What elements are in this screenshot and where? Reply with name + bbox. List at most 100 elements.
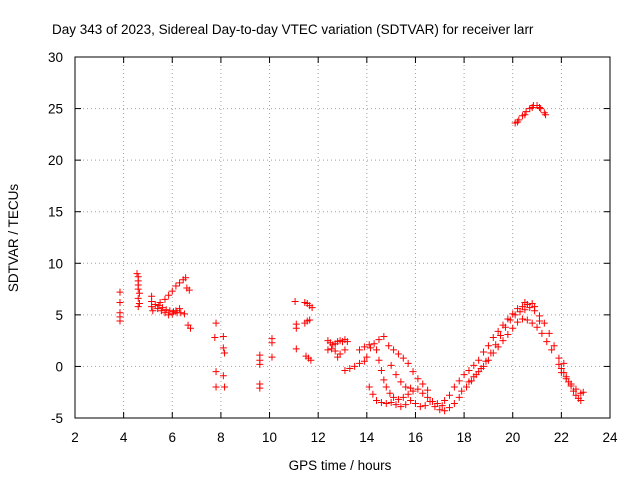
data-point [375, 336, 383, 344]
data-point [414, 375, 422, 383]
y-tick-label: 0 [55, 359, 63, 374]
data-point [334, 353, 342, 361]
data-point [256, 384, 264, 392]
data-point [521, 111, 529, 119]
data-point [268, 339, 276, 347]
y-tick-label: 25 [48, 102, 63, 117]
data-point [475, 356, 483, 364]
data-point [572, 385, 580, 393]
data-point [187, 324, 195, 332]
data-point [470, 361, 478, 369]
data-point [421, 402, 429, 410]
data-point [492, 341, 500, 349]
data-point [168, 310, 176, 318]
data-point [424, 386, 432, 394]
data-point [399, 393, 407, 401]
data-point [306, 316, 314, 324]
data-point [177, 309, 185, 317]
data-point [550, 342, 558, 350]
data-point [424, 393, 432, 401]
data-point [465, 367, 473, 375]
data-point [484, 342, 492, 350]
data-point [441, 396, 449, 404]
y-tick-label: 5 [55, 308, 63, 323]
data-point [176, 279, 184, 287]
data-point [268, 353, 276, 361]
data-point [356, 346, 364, 354]
x-tick-label: 18 [457, 430, 472, 445]
data-point [482, 357, 490, 365]
data-point [219, 333, 227, 341]
data-point [397, 378, 405, 386]
data-point [256, 360, 264, 368]
data-point [480, 348, 488, 356]
x-axis-label: GPS time / hours [289, 458, 392, 473]
data-point [135, 289, 143, 297]
data-point [360, 343, 368, 351]
data-point [360, 357, 368, 365]
data-point [560, 359, 568, 367]
data-point [557, 369, 565, 377]
data-point [212, 319, 220, 327]
data-point [431, 403, 439, 411]
x-tick-label: 16 [408, 430, 423, 445]
data-point [221, 349, 229, 357]
data-point [134, 303, 142, 311]
data-point [157, 307, 165, 315]
data-point [562, 375, 570, 383]
x-tick-label: 12 [311, 430, 326, 445]
data-point [394, 395, 402, 403]
data-point [156, 298, 164, 306]
data-point [116, 288, 124, 296]
x-tick-label: 8 [217, 430, 225, 445]
data-point [370, 340, 378, 348]
data-point [219, 372, 227, 380]
data-point [154, 305, 162, 313]
x-tick-label: 10 [262, 430, 277, 445]
data-point [518, 315, 526, 323]
data-point [219, 344, 227, 352]
data-point [351, 362, 359, 370]
data-point [369, 390, 377, 398]
data-point [450, 400, 458, 408]
y-tick-label: 30 [48, 50, 63, 65]
data-point [380, 376, 388, 384]
data-point [159, 304, 167, 312]
data-point [514, 118, 522, 126]
data-point [426, 397, 434, 405]
data-point [399, 354, 407, 362]
data-point [509, 324, 517, 332]
data-point [542, 111, 550, 119]
data-point [535, 104, 543, 112]
data-point [185, 286, 193, 294]
data-point [172, 307, 180, 315]
y-tick-label: 15 [48, 205, 63, 220]
data-point [458, 387, 466, 395]
data-point [134, 294, 142, 302]
y-tick-label: -5 [51, 411, 63, 426]
data-point [116, 317, 124, 325]
data-point [148, 303, 156, 311]
data-point [343, 338, 351, 346]
data-point [165, 311, 173, 319]
data-point [511, 311, 519, 319]
data-point [387, 361, 395, 369]
data-point [555, 354, 563, 362]
x-tick-label: 20 [505, 430, 520, 445]
data-point [487, 349, 495, 357]
data-point [504, 330, 512, 338]
data-point [538, 329, 546, 337]
data-point [172, 282, 180, 290]
data-point [407, 396, 415, 404]
data-point [523, 316, 531, 324]
x-tick-label: 14 [359, 430, 375, 445]
data-point [506, 316, 514, 324]
x-tick-label: 24 [602, 430, 618, 445]
data-point [402, 383, 410, 391]
data-point [382, 400, 390, 408]
data-point [489, 334, 497, 342]
data-point [521, 306, 529, 314]
data-point [404, 390, 412, 398]
data-point [346, 364, 354, 372]
